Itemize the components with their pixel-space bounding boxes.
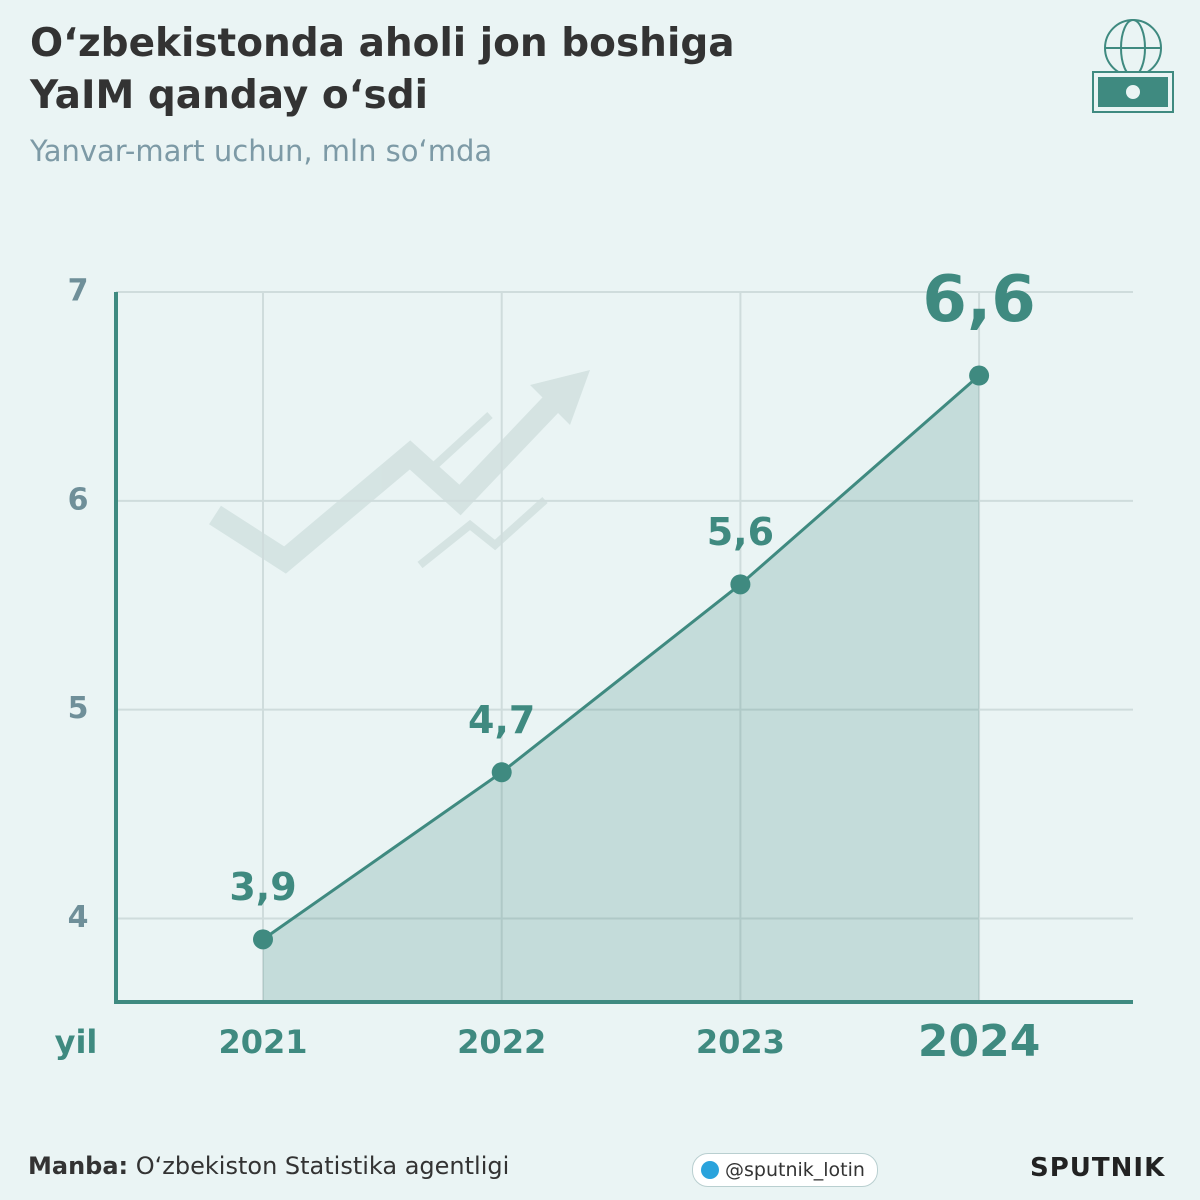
chart-title: O‘zbekistonda aholi jon boshiga YaIM qan… xyxy=(30,21,735,118)
point xyxy=(491,762,512,783)
value-label: 4,7 xyxy=(468,698,535,742)
x-tick-label: 2024 xyxy=(918,1016,1040,1067)
telegram-icon xyxy=(701,1161,719,1179)
value-label: 5,6 xyxy=(707,510,774,554)
telegram[interactable]: @sputnik_lotin xyxy=(692,1153,878,1187)
decor-arrow-head xyxy=(530,370,590,425)
point xyxy=(730,574,751,595)
x-axis-label: yil xyxy=(55,1023,98,1061)
source-label: Manba: xyxy=(28,1152,129,1180)
value-label: 3,9 xyxy=(229,865,296,909)
x-tick-label: 2023 xyxy=(696,1023,785,1061)
x-tick-label: 2021 xyxy=(218,1023,307,1061)
value-label: 6,6 xyxy=(922,263,1035,337)
point xyxy=(253,929,273,950)
brand: SPUTNIK xyxy=(1030,1153,1166,1183)
icon xyxy=(1092,19,1174,113)
x-tick-label: 2022 xyxy=(457,1023,546,1061)
telegram-handle: @sputnik_lotin xyxy=(725,1159,865,1181)
source: Manba: O‘zbekiston Statistika agentligi xyxy=(28,1152,509,1180)
chart: 4 5 6 7 3,9 4,7 5,6 6,6 2021 2022 2023 2024 yil xyxy=(55,19,1174,1067)
y-tick-label: 6 xyxy=(68,482,89,517)
point xyxy=(969,365,990,386)
icon-bill xyxy=(1124,83,1142,101)
y-tick-label: 7 xyxy=(68,274,89,309)
source-text: O‘zbekiston Statistika agentligi xyxy=(135,1152,510,1180)
decor-arrows xyxy=(209,370,590,574)
area xyxy=(263,375,980,1002)
decor-arrow xyxy=(417,497,548,569)
decor-arrow xyxy=(209,387,568,574)
y-tick-label: 5 xyxy=(68,691,89,726)
y-tick-label: 4 xyxy=(68,900,89,935)
decor-arrow xyxy=(412,412,493,476)
chart-subtitle: Yanvar-mart uchun, mln so‘mda xyxy=(30,134,493,168)
line xyxy=(262,374,981,941)
